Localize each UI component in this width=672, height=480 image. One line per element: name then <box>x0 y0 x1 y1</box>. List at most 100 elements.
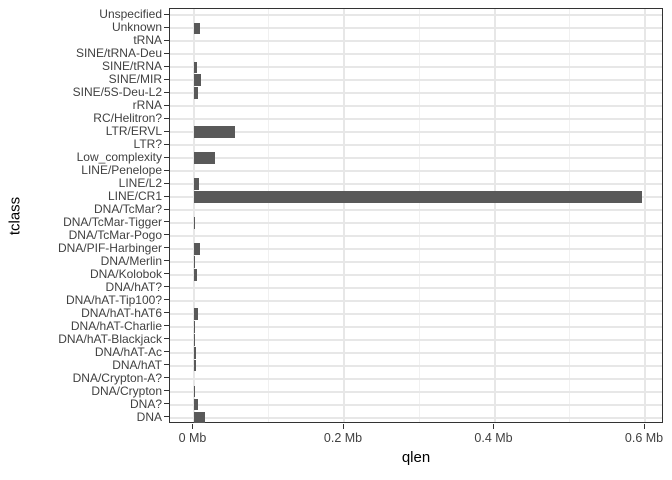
category-row <box>170 165 662 178</box>
bar <box>193 152 215 164</box>
y-gridline <box>170 234 662 237</box>
x-minor-gridline <box>418 9 420 422</box>
category-row <box>170 9 662 22</box>
y-axis-label: rRNA <box>132 98 162 113</box>
y-tick <box>164 156 169 158</box>
x-axis-title: qlen <box>401 449 431 466</box>
x-major-gridline <box>343 9 345 422</box>
y-gridline <box>170 338 662 341</box>
y-gridline <box>170 416 662 419</box>
category-row <box>170 242 662 255</box>
y-tick <box>164 325 169 327</box>
category-row <box>170 191 662 204</box>
y-axis-label: Unspecified <box>99 7 162 22</box>
category-row <box>170 139 662 152</box>
y-axis-labels: Unspecified Unknown tRNA SINE/tRNA-Deu SINE/… <box>0 7 162 423</box>
category-row <box>170 100 662 113</box>
x-axis-tick-label: 0.4 Mb <box>474 431 513 445</box>
y-tick <box>164 221 169 223</box>
y-tick <box>164 312 169 314</box>
y-tick <box>164 78 169 80</box>
y-axis-label: LTR? <box>133 137 162 152</box>
bar <box>193 61 197 74</box>
y-tick <box>164 299 169 301</box>
y-gridline <box>170 183 662 186</box>
y-gridline <box>170 221 662 224</box>
y-axis-label: Low_complexity <box>76 150 162 165</box>
category-row <box>170 307 662 320</box>
y-axis-label: DNA/Crypton-A? <box>72 370 162 385</box>
y-axis-label: Unknown <box>111 20 162 35</box>
y-axis-label: DNA/TcMar? <box>93 202 162 217</box>
category-row <box>170 204 662 217</box>
bar <box>193 269 197 281</box>
y-axis-label: LINE/L2 <box>118 176 162 191</box>
y-gridline <box>170 377 662 380</box>
x-tick <box>493 424 494 429</box>
category-row <box>170 113 662 126</box>
y-axis-label: RC/Helitron? <box>93 111 162 126</box>
bar <box>193 411 205 424</box>
y-tick <box>164 351 169 353</box>
category-row <box>170 35 662 48</box>
y-tick <box>164 130 169 132</box>
y-axis-label: DNA/Crypton <box>91 383 162 398</box>
y-axis-label: DNA/TcMar-Tigger <box>63 214 162 229</box>
y-axis-label: LINE/Penelope <box>81 163 162 178</box>
y-axis-label: LINE/CR1 <box>107 189 162 204</box>
y-gridline <box>170 403 662 406</box>
y-tick <box>164 234 169 236</box>
bar <box>193 243 200 255</box>
y-tick <box>164 26 169 28</box>
y-axis-label: SINE/5S-Deu-L2 <box>72 85 162 100</box>
y-axis-label: DNA/hAT <box>112 357 162 372</box>
y-gridline <box>170 14 662 17</box>
y-gridline <box>170 118 662 121</box>
y-axis-label: DNA/hAT-Blackjack <box>58 331 162 346</box>
bar <box>193 74 201 87</box>
y-axis-label: DNA? <box>129 396 162 411</box>
y-gridline <box>170 209 662 212</box>
y-axis-label: DNA/PIF-Harbinger <box>57 240 162 255</box>
x-tick <box>643 424 645 429</box>
y-tick <box>164 364 169 366</box>
y-gridline <box>170 79 662 82</box>
y-axis-label: SINE/tRNA-Deu <box>75 46 162 61</box>
category-row <box>170 217 662 230</box>
x-minor-gridline <box>569 9 571 422</box>
x-axis-tick-label: 0.2 Mb <box>323 431 363 445</box>
y-gridline <box>170 390 662 393</box>
x-minor-gridline <box>268 9 270 422</box>
y-gridline <box>170 66 662 69</box>
bar <box>193 191 642 203</box>
y-gridline <box>170 105 662 108</box>
category-row <box>170 333 662 346</box>
category-row <box>170 48 662 61</box>
x-axis-tick-label: 0.6 Mb <box>624 431 664 445</box>
y-axis-label: DNA/TcMar-Pogo <box>68 227 162 242</box>
y-axis-label: DNA/hAT-Charlie <box>70 318 162 333</box>
y-gridline <box>170 27 662 30</box>
y-tick <box>164 377 169 379</box>
y-tick <box>164 273 169 275</box>
category-row <box>170 346 662 359</box>
y-tick <box>164 182 169 184</box>
y-gridline <box>170 260 662 263</box>
y-axis-label: DNA/hAT? <box>105 279 162 294</box>
bar <box>193 398 198 411</box>
y-tick <box>164 416 169 418</box>
y-tick <box>164 39 169 41</box>
category-row <box>170 411 662 424</box>
y-axis-label: SINE/tRNA <box>101 59 162 74</box>
y-tick <box>164 390 169 392</box>
y-tick <box>164 169 169 171</box>
category-row <box>170 268 662 281</box>
x-major-gridline <box>493 9 496 422</box>
category-row <box>170 320 662 333</box>
x-tick <box>342 424 344 429</box>
y-axis-label: DNA/Kolobok <box>89 266 162 281</box>
y-gridline <box>170 170 662 173</box>
category-row <box>170 359 662 372</box>
y-gridline <box>170 92 662 95</box>
x-major-gridline <box>644 9 646 422</box>
